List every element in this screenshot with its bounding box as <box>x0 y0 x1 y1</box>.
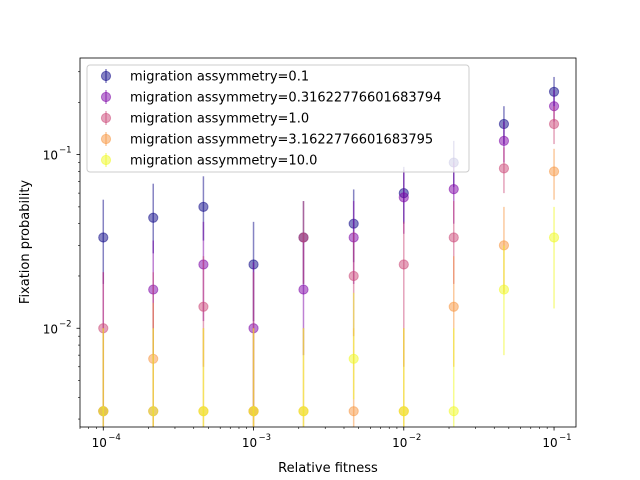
legend-entry-label: migration assymmetry=3.1622776601683795 <box>130 133 433 148</box>
data-point <box>498 163 510 174</box>
x-tick-label-exponent: −2 <box>409 433 422 443</box>
plot-frame <box>79 57 577 428</box>
data-point <box>98 232 109 243</box>
y-tick-label: 10 <box>43 322 58 336</box>
legend: migration assymmetry=0.1 migration assymm… <box>86 64 470 173</box>
legend-swatch-marker <box>100 91 112 103</box>
data-point <box>298 232 309 243</box>
legend-box <box>86 64 470 173</box>
data-point <box>548 118 560 130</box>
data-point <box>398 192 409 203</box>
data-point <box>348 406 359 417</box>
x-axis-label: Relative fitness <box>278 461 378 476</box>
x-tick-label: 10 <box>542 436 557 450</box>
data-point <box>348 353 359 364</box>
x-tick-label-exponent: −3 <box>259 433 272 443</box>
data-point <box>148 212 159 223</box>
x-tick-label-exponent: −4 <box>108 433 121 443</box>
y-tick-label-exponent: −2 <box>59 319 72 329</box>
data-point <box>198 406 209 417</box>
x-tick-label: 10 <box>242 436 257 450</box>
legend-swatch-marker <box>100 133 112 145</box>
plot-marks <box>98 76 560 427</box>
legend-swatch-marker <box>100 70 112 82</box>
axis-ticks: 10 −4 10 −3 10 −2 10 −110 −210 −1 <box>43 71 572 450</box>
data-point <box>198 201 209 212</box>
data-point <box>148 406 159 417</box>
legend-entry-label: migration assymmetry=1.0 <box>130 112 309 127</box>
data-point <box>548 232 560 243</box>
x-tick-label: 10 <box>92 436 107 450</box>
legend-entry-label: migration assymmetry=0.1 <box>130 70 309 85</box>
legend-swatch-marker <box>100 154 112 166</box>
data-point <box>448 301 459 312</box>
data-point <box>448 183 459 195</box>
data-point <box>298 284 309 295</box>
legend-entry-label: migration assymmetry=10.0 <box>130 154 317 169</box>
y-tick-label-exponent: −1 <box>59 146 72 156</box>
x-tick-label: 10 <box>392 436 407 450</box>
data-point <box>448 406 459 417</box>
data-point <box>498 135 510 146</box>
series-4 <box>98 206 560 427</box>
x-tick-label-exponent: −1 <box>559 433 572 443</box>
data-point <box>448 232 459 243</box>
data-point <box>348 270 359 282</box>
data-point <box>548 166 560 177</box>
y-tick-label: 10 <box>43 149 58 163</box>
data-point <box>398 406 409 417</box>
data-point <box>248 406 259 417</box>
y-axis-label: Fixation probability <box>18 180 33 305</box>
data-point <box>198 301 209 312</box>
data-point <box>498 284 510 295</box>
data-point <box>98 406 109 417</box>
data-point <box>398 259 409 270</box>
data-point <box>298 406 309 417</box>
legend-swatch-marker <box>100 112 112 124</box>
legend-entry-label: migration assymmetry=0.31622776601683794 <box>130 91 441 106</box>
